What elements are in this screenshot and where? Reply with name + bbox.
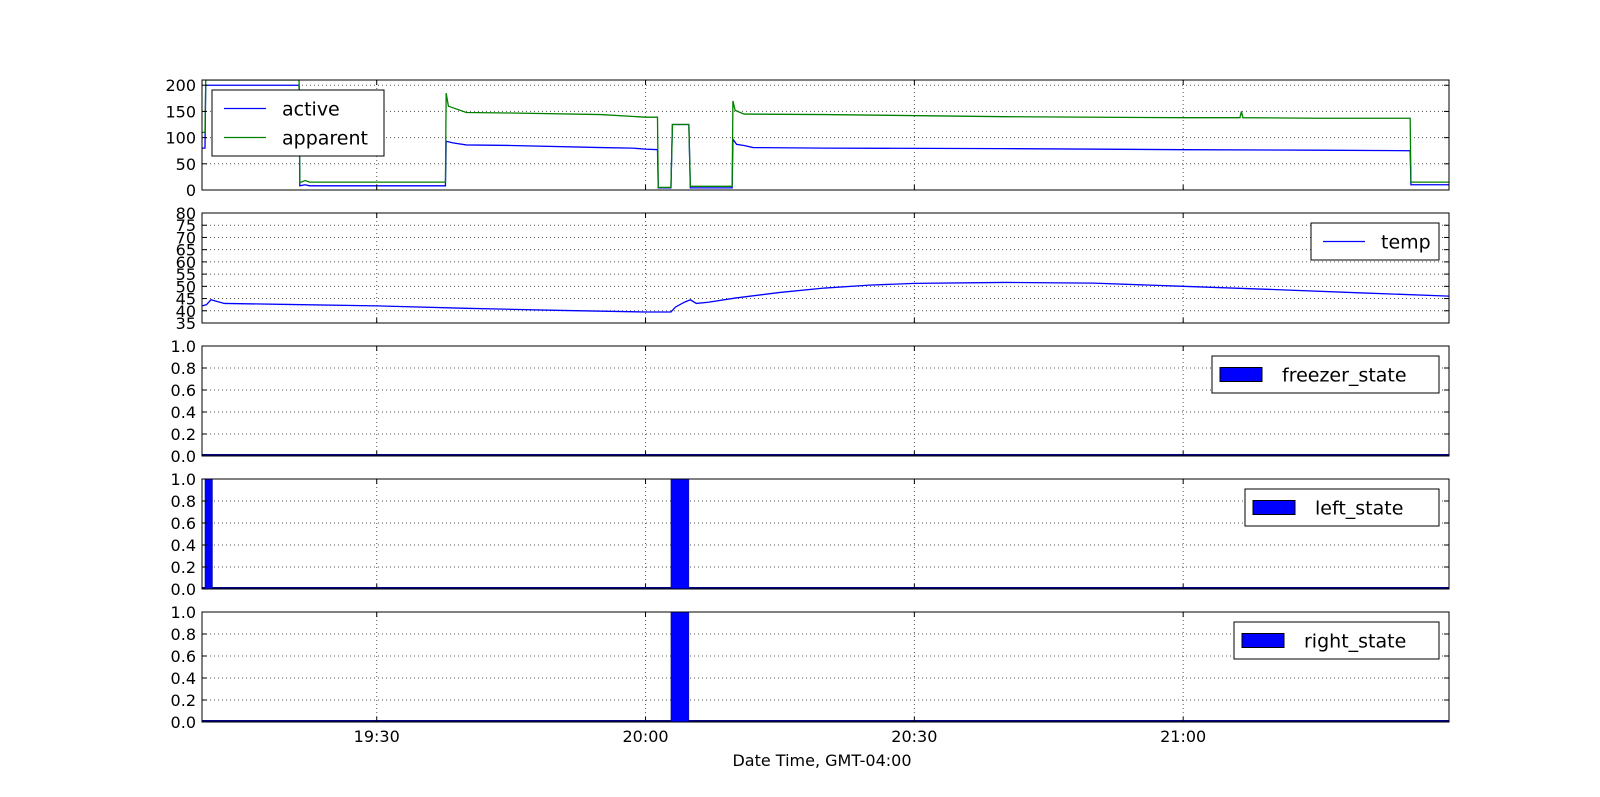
y-tick-label: 150 [165, 102, 196, 121]
y-tick-label: 35 [176, 314, 196, 333]
y-tick-label: 200 [165, 76, 196, 95]
y-tick-label: 0.0 [171, 713, 196, 732]
legend-box [211, 89, 385, 157]
y-tick-label: 0.4 [171, 403, 196, 422]
y-tick-label: 70 [176, 228, 196, 247]
legend-label-right_state: right_state [1304, 631, 1406, 653]
y-tick-label: 0.2 [171, 558, 196, 577]
y-tick-label: 50 [176, 155, 196, 174]
y-tick-label: 0.0 [171, 580, 196, 599]
legend-box [1310, 222, 1440, 261]
axes-frame [201, 212, 1450, 324]
y-tick-label: 0.2 [171, 425, 196, 444]
y-tick-label: 0.6 [171, 647, 196, 666]
y-tick-label: 0 [186, 181, 196, 200]
x-tick-label: 21:00 [1160, 727, 1206, 746]
legend-label-apparent: apparent [282, 128, 368, 150]
y-tick-label: 50 [176, 277, 196, 296]
x-tick-label: 19:30 [354, 727, 400, 746]
x-tick-label: 20:30 [891, 727, 937, 746]
y-tick-label: 1.0 [171, 337, 196, 356]
legend-left: left_state [1244, 488, 1440, 527]
legend-label-active: active [282, 99, 340, 121]
y-tick-label: 60 [176, 253, 196, 272]
legend-freezer: freezer_state [1211, 355, 1440, 394]
legend-handle-left_state [1252, 500, 1296, 515]
bar-right_state [670, 611, 690, 723]
series-line-apparent [202, 80, 1449, 189]
subplots: 050100150200activeapparent35404550556065… [165, 76, 1450, 746]
bar-left_state [204, 478, 213, 590]
subplot-power: 0 50 100 150 200 active apparent [165, 76, 1450, 200]
y-tick-label: 0.6 [171, 381, 196, 400]
y-tick-label: 0.6 [171, 514, 196, 533]
x-axis-label: Date Time, GMT-04:00 [732, 751, 911, 770]
y-tick-label: 0.4 [171, 536, 196, 555]
bar-left_state [670, 478, 690, 590]
legend-power: active apparent [211, 89, 385, 157]
legend-label-freezer_state: freezer_state [1282, 365, 1407, 387]
y-tick-label: 80 [176, 204, 196, 223]
axes-frame [201, 478, 1450, 590]
legend-label-temp: temp [1381, 232, 1431, 254]
subplot-left: 0.0 0.2 0.4 0.6 0.8 1.0 left_state [171, 470, 1450, 599]
y-tick-label: 0.4 [171, 669, 196, 688]
y-tick-label: 40 [176, 302, 196, 321]
y-tick-label: 0.0 [171, 447, 196, 466]
y-tick-label: 75 [176, 216, 196, 235]
subplot-right: 0.0 0.2 0.4 0.6 0.8 1.0 19:30 20:00 20:30 21:00 ri… [171, 603, 1450, 746]
x-tick-label: 20:00 [622, 727, 668, 746]
y-tick-label: 100 [165, 129, 196, 148]
y-tick-label: 0.8 [171, 625, 196, 644]
y-tick-label: 1.0 [171, 470, 196, 489]
series-line-temp [202, 281, 1449, 313]
legend-temperature: temp [1310, 222, 1440, 261]
y-tick-label: 45 [176, 290, 196, 309]
y-tick-label: 0.8 [171, 492, 196, 511]
y-tick-label: 1.0 [171, 603, 196, 622]
y-tick-label: 55 [176, 265, 196, 284]
legend-right: right_state [1233, 621, 1440, 660]
legend-handle-right_state [1241, 633, 1285, 648]
y-tick-label: 0.8 [171, 359, 196, 378]
axes-frame [201, 611, 1450, 723]
legend-label-left_state: left_state [1315, 498, 1403, 520]
legend-handle-freezer_state [1219, 367, 1263, 382]
axes-frame [201, 79, 1450, 191]
axes-frame [201, 345, 1450, 457]
y-tick-label: 65 [176, 241, 196, 260]
y-tick-label: 0.2 [171, 691, 196, 710]
subplot-freezer: 0.0 0.2 0.4 0.6 0.8 1.0 freezer_state [171, 337, 1450, 466]
